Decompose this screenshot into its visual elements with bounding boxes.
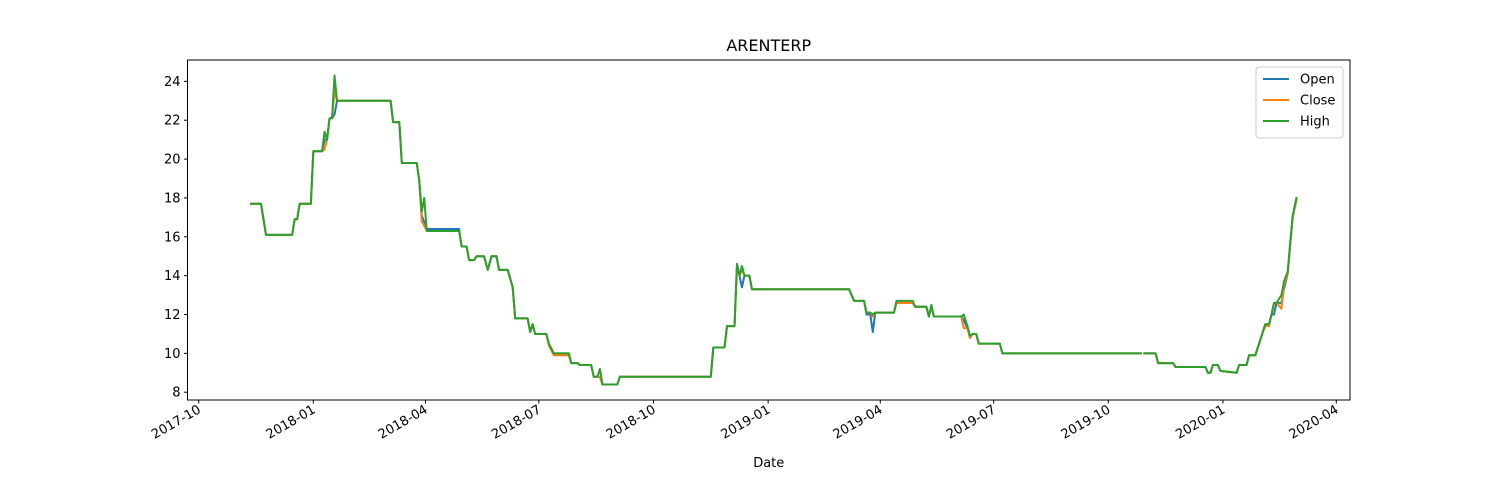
y-tick-label: 14 bbox=[164, 269, 181, 284]
y-tick-label: 8 bbox=[172, 386, 180, 401]
x-tick-label: 2018-04 bbox=[376, 402, 431, 442]
series-layer bbox=[250, 74, 1298, 386]
legend-label: Open bbox=[1300, 73, 1335, 88]
legend-label: High bbox=[1300, 115, 1330, 130]
x-tick-label: 2020-01 bbox=[1173, 402, 1228, 442]
chart-title: ARENTERP bbox=[726, 36, 811, 55]
y-tick-label: 22 bbox=[164, 114, 181, 129]
series-line-high bbox=[250, 74, 1298, 386]
plot-frame bbox=[187, 59, 1351, 401]
x-tick-label: 2017-10 bbox=[149, 402, 204, 442]
x-tick-label: 2018-07 bbox=[489, 402, 544, 442]
x-tick-label: 2019-04 bbox=[831, 402, 886, 442]
x-tick-label: 2019-10 bbox=[1059, 402, 1114, 442]
x-tick-label: 2019-07 bbox=[944, 402, 999, 442]
legend: Open Close High bbox=[1255, 66, 1344, 139]
series-line-open bbox=[250, 99, 1298, 386]
x-axis-label: Date bbox=[753, 456, 784, 471]
y-tick-label: 10 bbox=[164, 347, 181, 362]
x-tick-label: 2019-01 bbox=[719, 402, 774, 442]
y-tick-label: 12 bbox=[164, 308, 181, 323]
y-tick-label: 20 bbox=[164, 153, 181, 168]
x-tick-label: 2018-10 bbox=[604, 402, 659, 442]
series-line-close bbox=[250, 90, 1298, 386]
y-tick-label: 18 bbox=[164, 191, 181, 206]
x-tick-label: 2018-01 bbox=[264, 402, 319, 442]
y-tick-label: 24 bbox=[164, 75, 181, 90]
x-tick-label: 2020-04 bbox=[1287, 402, 1342, 442]
y-tick-label: 16 bbox=[164, 230, 181, 245]
legend-label: Close bbox=[1300, 94, 1335, 109]
